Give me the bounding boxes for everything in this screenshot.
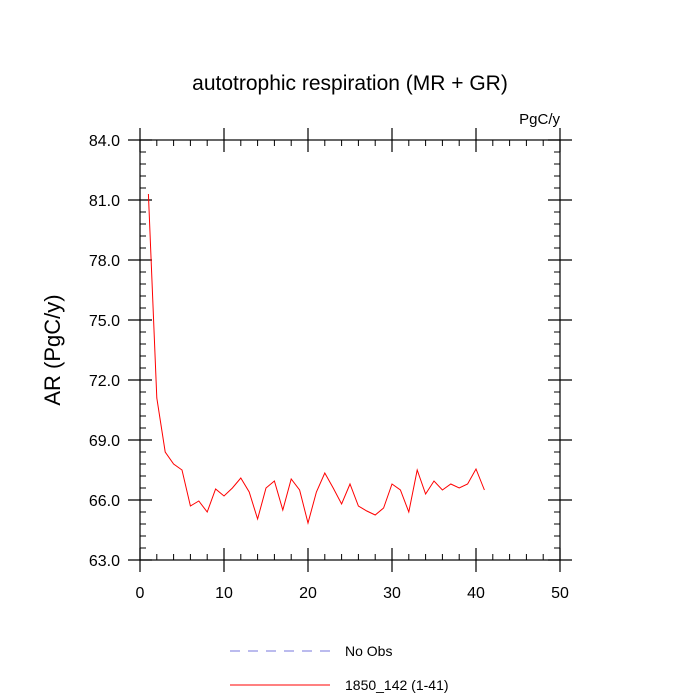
legend-label-1850-142: 1850_142 (1-41) <box>345 677 449 693</box>
chart-title: autotrophic respiration (MR + GR) <box>192 72 508 95</box>
plot-frame <box>139 139 561 561</box>
units-label: PgC/y <box>519 111 560 128</box>
y-tick-label-2: 69.0 <box>89 433 120 450</box>
x-tick-label-5: 50 <box>551 585 569 602</box>
y-tick-label-0: 63.0 <box>89 553 120 570</box>
x-tick-label-3: 30 <box>383 585 401 602</box>
y-tick-label-1: 66.0 <box>89 493 120 510</box>
axis-ticks <box>128 128 572 572</box>
y-tick-label-6: 81.0 <box>89 193 120 210</box>
x-tick-label-1: 10 <box>215 585 233 602</box>
y-tick-label-5: 78.0 <box>89 253 120 270</box>
y-tick-label-7: 84.0 <box>89 133 120 150</box>
x-tick-label-4: 40 <box>467 585 485 602</box>
y-tick-label-3: 72.0 <box>89 373 120 390</box>
series-line-1 <box>147 193 485 525</box>
x-tick-label-2: 20 <box>299 585 317 602</box>
y-tick-label-4: 75.0 <box>89 313 120 330</box>
legend: No Obs 1850_142 (1-41) <box>230 643 449 693</box>
x-tick-label-0: 0 <box>136 585 145 602</box>
legend-label-no-obs: No Obs <box>345 643 392 659</box>
y-axis-label: AR (PgC/y) <box>40 294 65 405</box>
series-layer <box>147 193 485 525</box>
axis-tick-labels: 0 10 20 30 40 50 63.0 66.0 69.0 72.0 75.0 78.0 81.0 8… <box>89 133 569 602</box>
